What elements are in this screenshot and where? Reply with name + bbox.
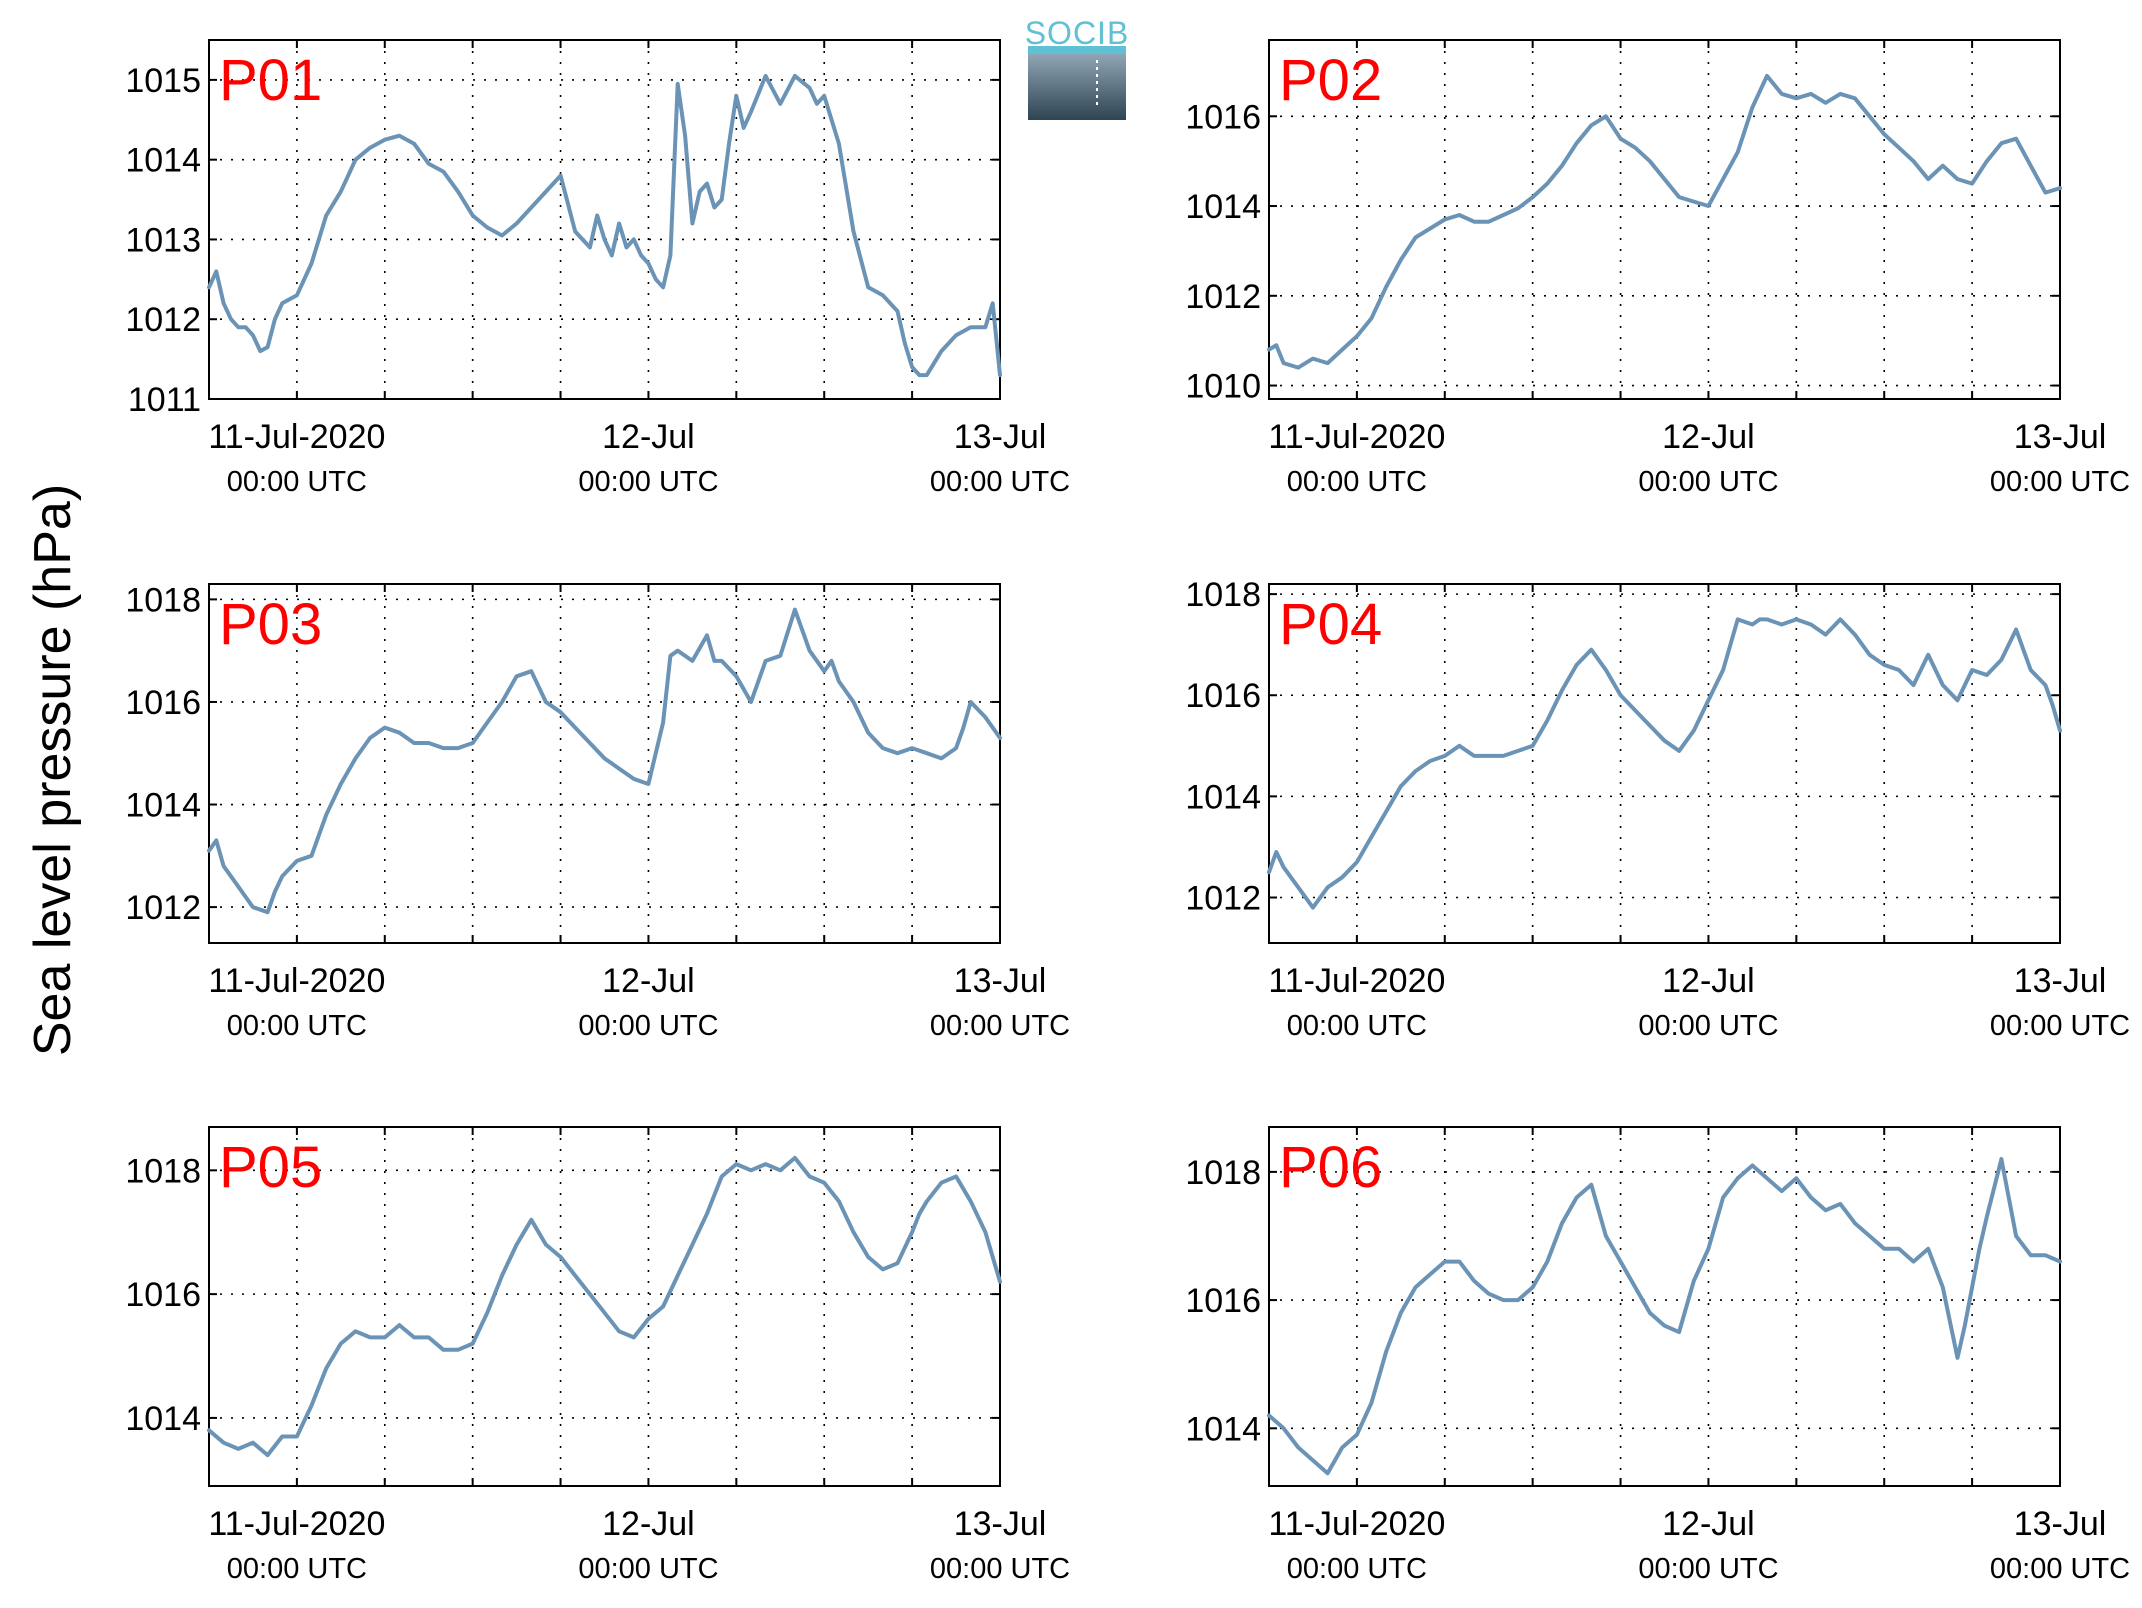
y-tick-label: 1016 — [1185, 98, 1261, 136]
x-tick-label: 13-Jul — [954, 962, 1047, 1000]
y-tick-label: 1010 — [1185, 368, 1261, 406]
y-tick-label: 1018 — [125, 581, 201, 619]
socib-logo-wave — [1028, 47, 1126, 120]
x-tick-label: 12-Jul — [602, 418, 695, 456]
y-axis-title: Sea level pressure (hPa) — [24, 484, 82, 1056]
x-tick-label: 11-Jul-2020 — [208, 418, 385, 456]
panel-p06: 1014 1016 1018 11-Jul-2020 00:00 UTC 12-Jul 00… — [1185, 1126, 2130, 1585]
x-tick-sublabel: 00:00 UTC — [1287, 1553, 1427, 1585]
y-tick-label: 1014 — [125, 1400, 201, 1438]
x-tick-sublabel: 00:00 UTC — [930, 1553, 1070, 1585]
panel-p03: 1012 1014 1016 1018 11-Jul-2020 00:00 UTC 12-J… — [125, 581, 1070, 1042]
x-tick-label: 13-Jul — [2014, 1505, 2107, 1543]
x-tick-sublabel: 00:00 UTC — [227, 1553, 367, 1585]
x-tick-sublabel: 00:00 UTC — [1638, 466, 1778, 498]
x-tick-sublabel: 00:00 UTC — [930, 1010, 1070, 1042]
y-tick-label: 1015 — [125, 62, 201, 100]
x-tick-label: 12-Jul — [602, 962, 695, 1000]
y-tick-label: 1014 — [1185, 188, 1261, 226]
x-tick-label: 13-Jul — [954, 418, 1047, 456]
axes-frame — [208, 1126, 1001, 1487]
axes-frame — [208, 39, 1001, 400]
x-tick-label: 13-Jul — [2014, 962, 2107, 1000]
panel-label-p01: P01 — [219, 48, 322, 113]
y-tick-label: 1016 — [1185, 677, 1261, 715]
x-tick-sublabel: 00:00 UTC — [930, 466, 1070, 498]
series-line-p06 — [1267, 1157, 2062, 1476]
axes-frame — [208, 583, 1001, 944]
x-tick-label: 11-Jul-2020 — [1268, 962, 1445, 1000]
y-tick-label: 1012 — [1185, 278, 1261, 316]
x-tick-label: 11-Jul-2020 — [208, 962, 385, 1000]
y-tick-label: 1013 — [125, 221, 201, 259]
y-tick-label: 1018 — [1185, 576, 1261, 614]
panels: 1011 1012 1013 1014 1015 11-Jul-2020 00:00 UTC… — [125, 39, 2130, 1585]
x-tick-label: 13-Jul — [2014, 418, 2107, 456]
x-tick-label: 12-Jul — [1662, 962, 1755, 1000]
panel-p01: 1011 1012 1013 1014 1015 11-Jul-2020 00:00 UTC… — [125, 39, 1070, 498]
y-tick-label: 1014 — [1185, 778, 1261, 816]
panel-label-p04: P04 — [1279, 592, 1382, 657]
y-tick-label: 1018 — [125, 1152, 201, 1190]
axes-frame — [1268, 39, 2061, 400]
series-line-p05 — [207, 1155, 1002, 1458]
x-tick-label: 13-Jul — [954, 1505, 1047, 1543]
x-tick-sublabel: 00:00 UTC — [1990, 1010, 2130, 1042]
x-tick-label: 12-Jul — [1662, 418, 1755, 456]
axes-frame — [1268, 583, 2061, 944]
y-tick-label: 1018 — [1185, 1154, 1261, 1192]
axes-frame — [1268, 1126, 2061, 1487]
x-tick-sublabel: 00:00 UTC — [578, 1010, 718, 1042]
x-tick-label: 11-Jul-2020 — [208, 1505, 385, 1543]
y-tick-label: 1016 — [1185, 1282, 1261, 1320]
x-tick-sublabel: 00:00 UTC — [1287, 1010, 1427, 1042]
y-tick-label: 1016 — [125, 1276, 201, 1314]
panel-p02: 1010 1012 1014 1016 11-Jul-2020 00:00 UTC 12-J… — [1185, 39, 2130, 498]
socib-logo-band — [1028, 46, 1126, 54]
panel-label-p03: P03 — [219, 592, 322, 657]
panel-p04: 1012 1014 1016 1018 11-Jul-2020 00:00 UTC 12-J… — [1185, 576, 2130, 1042]
x-tick-sublabel: 00:00 UTC — [1990, 466, 2130, 498]
panel-label-p05: P05 — [219, 1135, 322, 1200]
x-tick-sublabel: 00:00 UTC — [578, 466, 718, 498]
panel-label-p02: P02 — [1279, 48, 1382, 113]
x-tick-sublabel: 00:00 UTC — [227, 466, 367, 498]
panel-p05: 1014 1016 1018 11-Jul-2020 00:00 UTC 12-Jul 00… — [125, 1126, 1070, 1585]
series-line-p04 — [1267, 617, 2062, 910]
x-tick-label: 11-Jul-2020 — [1268, 418, 1445, 456]
y-tick-label: 1016 — [125, 684, 201, 722]
x-tick-label: 11-Jul-2020 — [1268, 1505, 1445, 1543]
y-tick-label: 1011 — [128, 381, 201, 419]
x-tick-sublabel: 00:00 UTC — [1638, 1553, 1778, 1585]
series-line-p03 — [207, 607, 1002, 915]
x-tick-sublabel: 00:00 UTC — [1287, 466, 1427, 498]
x-tick-sublabel: 00:00 UTC — [227, 1010, 367, 1042]
y-tick-label: 1012 — [1185, 879, 1261, 917]
y-tick-label: 1012 — [125, 889, 201, 927]
socib-logo-text: SOCIB — [1025, 15, 1130, 51]
panel-label-p06: P06 — [1279, 1135, 1382, 1200]
socib-logo: SOCIB — [1025, 15, 1130, 120]
x-tick-label: 12-Jul — [1662, 1505, 1755, 1543]
y-tick-label: 1014 — [1185, 1410, 1261, 1448]
x-tick-sublabel: 00:00 UTC — [1638, 1010, 1778, 1042]
series-line-p01 — [207, 73, 1002, 378]
x-tick-sublabel: 00:00 UTC — [1990, 1553, 2130, 1585]
y-tick-label: 1012 — [125, 301, 201, 339]
y-tick-label: 1014 — [125, 787, 201, 825]
x-tick-sublabel: 00:00 UTC — [578, 1553, 718, 1585]
y-tick-label: 1014 — [125, 142, 201, 180]
series-line-p02 — [1267, 73, 2062, 370]
x-tick-label: 12-Jul — [602, 1505, 695, 1543]
